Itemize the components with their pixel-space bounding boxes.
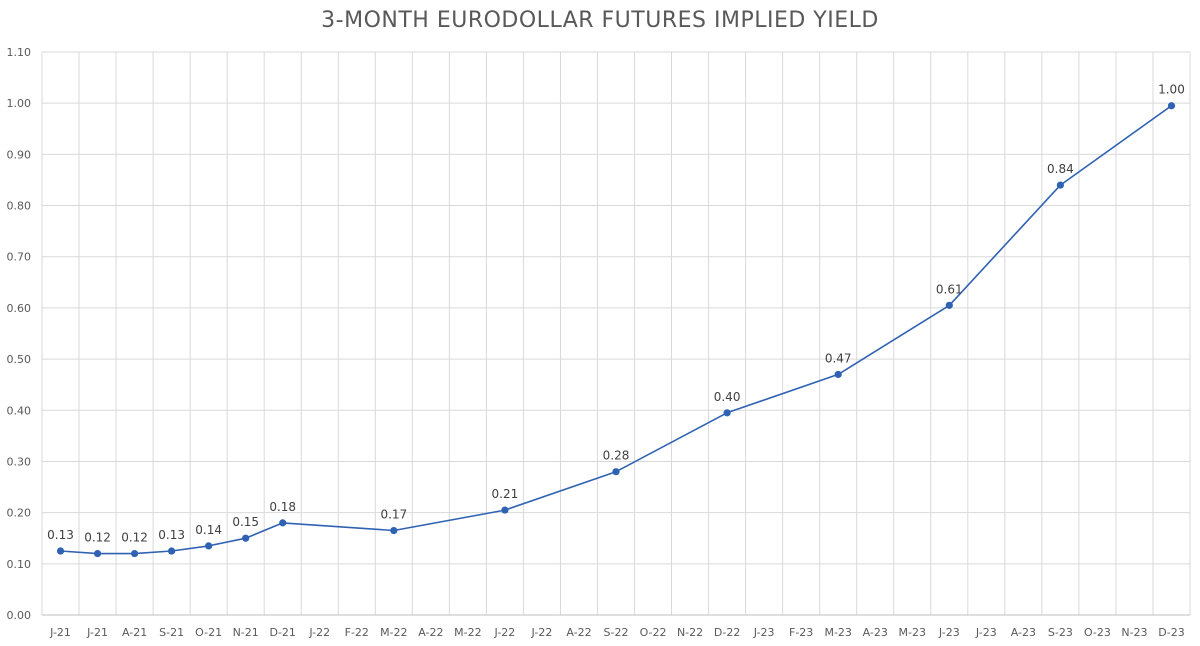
x-tick-label: M-23: [899, 626, 926, 639]
data-label: 0.12: [84, 531, 111, 545]
data-label: 0.12: [121, 531, 148, 545]
y-tick-label: 0.10: [7, 558, 32, 571]
chart-title: 3-MONTH EURODOLLAR FUTURES IMPLIED YIELD: [321, 8, 879, 33]
x-tick-label: D-23: [1158, 626, 1184, 639]
x-tick-label: S-23: [1048, 626, 1073, 639]
data-label: 0.21: [492, 487, 519, 501]
data-point: [1167, 102, 1176, 110]
x-tick-label: J-23: [975, 626, 997, 639]
x-tick-label: N-22: [677, 626, 703, 639]
data-point: [612, 468, 620, 476]
x-tick-label: O-23: [1084, 626, 1111, 639]
x-tick-label: S-21: [159, 626, 184, 639]
data-point: [205, 542, 213, 550]
x-tick-label: O-21: [195, 626, 222, 639]
data-point: [390, 526, 398, 535]
data-label: 0.18: [269, 500, 296, 514]
y-tick-label: 1.10: [7, 46, 32, 59]
x-tick-label: N-21: [233, 626, 259, 639]
data-point: [834, 370, 842, 379]
data-label: 0.61: [936, 282, 963, 296]
y-tick-label: 0.90: [7, 148, 32, 161]
x-tick-label: A-23: [1011, 626, 1036, 639]
data-label: 0.15: [232, 515, 259, 529]
data-point: [130, 549, 139, 558]
gridlines: [41, 51, 1191, 616]
x-tick-label: A-22: [566, 626, 591, 639]
x-tick-label: J-22: [308, 626, 330, 639]
data-label: 0.13: [158, 528, 185, 542]
x-tick-label: J-21: [49, 626, 71, 639]
data-labels: 0.13 0.12 0.12 0.13 0.14 0.15 0.18 0.17 0.21 0.28…: [47, 83, 1185, 545]
data-point: [1056, 181, 1064, 189]
x-tick-label: J-22: [493, 626, 515, 639]
data-label: 0.13: [47, 528, 74, 542]
x-tick-label: D-21: [269, 626, 295, 639]
x-tick-label: A-23: [863, 626, 888, 639]
data-label: 0.28: [603, 449, 630, 463]
data-point: [242, 534, 250, 542]
x-tick-label: O-22: [640, 626, 667, 639]
y-tick-label: 0.80: [7, 200, 32, 213]
x-tick-label: J-23: [753, 626, 775, 639]
y-tick-label: 0.50: [7, 353, 32, 366]
x-tick-label: J-23: [938, 626, 960, 639]
y-tick-label: 0.20: [7, 507, 32, 520]
series-layer: [56, 102, 1176, 558]
y-tick-label: 0.70: [7, 251, 32, 264]
data-point: [279, 519, 287, 527]
x-tick-label: N-23: [1121, 626, 1147, 639]
data-label: 0.14: [195, 523, 222, 537]
x-tick-label: M-22: [380, 626, 407, 639]
data-label: 0.17: [380, 508, 407, 522]
y-tick-label: 0.30: [7, 455, 32, 468]
data-label: 0.40: [714, 390, 741, 404]
x-tick-label: M-22: [454, 626, 481, 639]
data-point: [723, 409, 731, 417]
y-tick-label: 0.60: [7, 302, 32, 315]
y-tick-label: 0.40: [7, 404, 32, 417]
y-tick-label: 0.00: [7, 609, 32, 622]
data-label: 1.00: [1158, 83, 1185, 97]
data-label: 0.47: [825, 351, 852, 365]
x-tick-label: D-22: [714, 626, 740, 639]
x-tick-label: A-22: [418, 626, 443, 639]
data-point: [93, 549, 102, 558]
data-point: [56, 547, 65, 555]
data-label: 0.84: [1047, 162, 1074, 176]
x-tick-label: J-22: [531, 626, 553, 639]
x-tick-label: J-21: [86, 626, 108, 639]
axes: 0.00 0.10 0.20 0.30 0.40 0.50 0.60 0.70 0.80 0.90…: [7, 46, 1190, 639]
x-tick-label: F-22: [345, 626, 369, 639]
data-point: [945, 301, 953, 309]
x-tick-label: S-22: [604, 626, 629, 639]
y-tick-label: 1.00: [7, 97, 32, 110]
x-tick-label: M-23: [824, 626, 851, 639]
x-tick-label: F-23: [789, 626, 813, 639]
data-point: [501, 506, 509, 514]
data-point: [168, 547, 176, 555]
x-tick-label: A-21: [122, 626, 147, 639]
